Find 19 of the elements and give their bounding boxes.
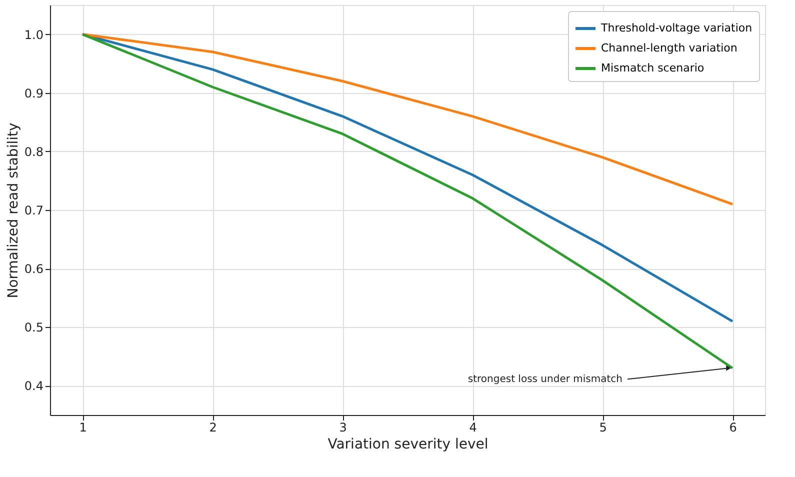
legend-label: Channel-length variation <box>601 42 738 54</box>
y-tick-label: 0.6 <box>24 262 44 276</box>
y-tick-label: 0.7 <box>24 204 44 218</box>
x-tick-label: 2 <box>209 420 217 434</box>
y-axis-title: Normalized read stability <box>5 122 22 298</box>
x-tick-label: 3 <box>339 420 347 434</box>
annotation: strongest loss under mismatch <box>468 374 622 386</box>
legend-label: Threshold-voltage variation <box>600 22 752 34</box>
y-tick-label: 0.5 <box>24 320 44 335</box>
y-tick-label: 0.8 <box>24 144 44 159</box>
x-tick-label: 4 <box>469 420 477 434</box>
y-tick-label: 0.9 <box>24 86 44 100</box>
x-axis-title: Variation severity level <box>328 436 488 452</box>
y-tick-label: 1.0 <box>24 28 44 42</box>
x-tick-label: 5 <box>599 420 607 434</box>
legend-label: Mismatch scenario <box>601 62 704 74</box>
y-tick-label: 0.4 <box>24 379 44 394</box>
x-tick-label: 6 <box>729 420 737 434</box>
x-tick-label: 1 <box>79 420 87 434</box>
